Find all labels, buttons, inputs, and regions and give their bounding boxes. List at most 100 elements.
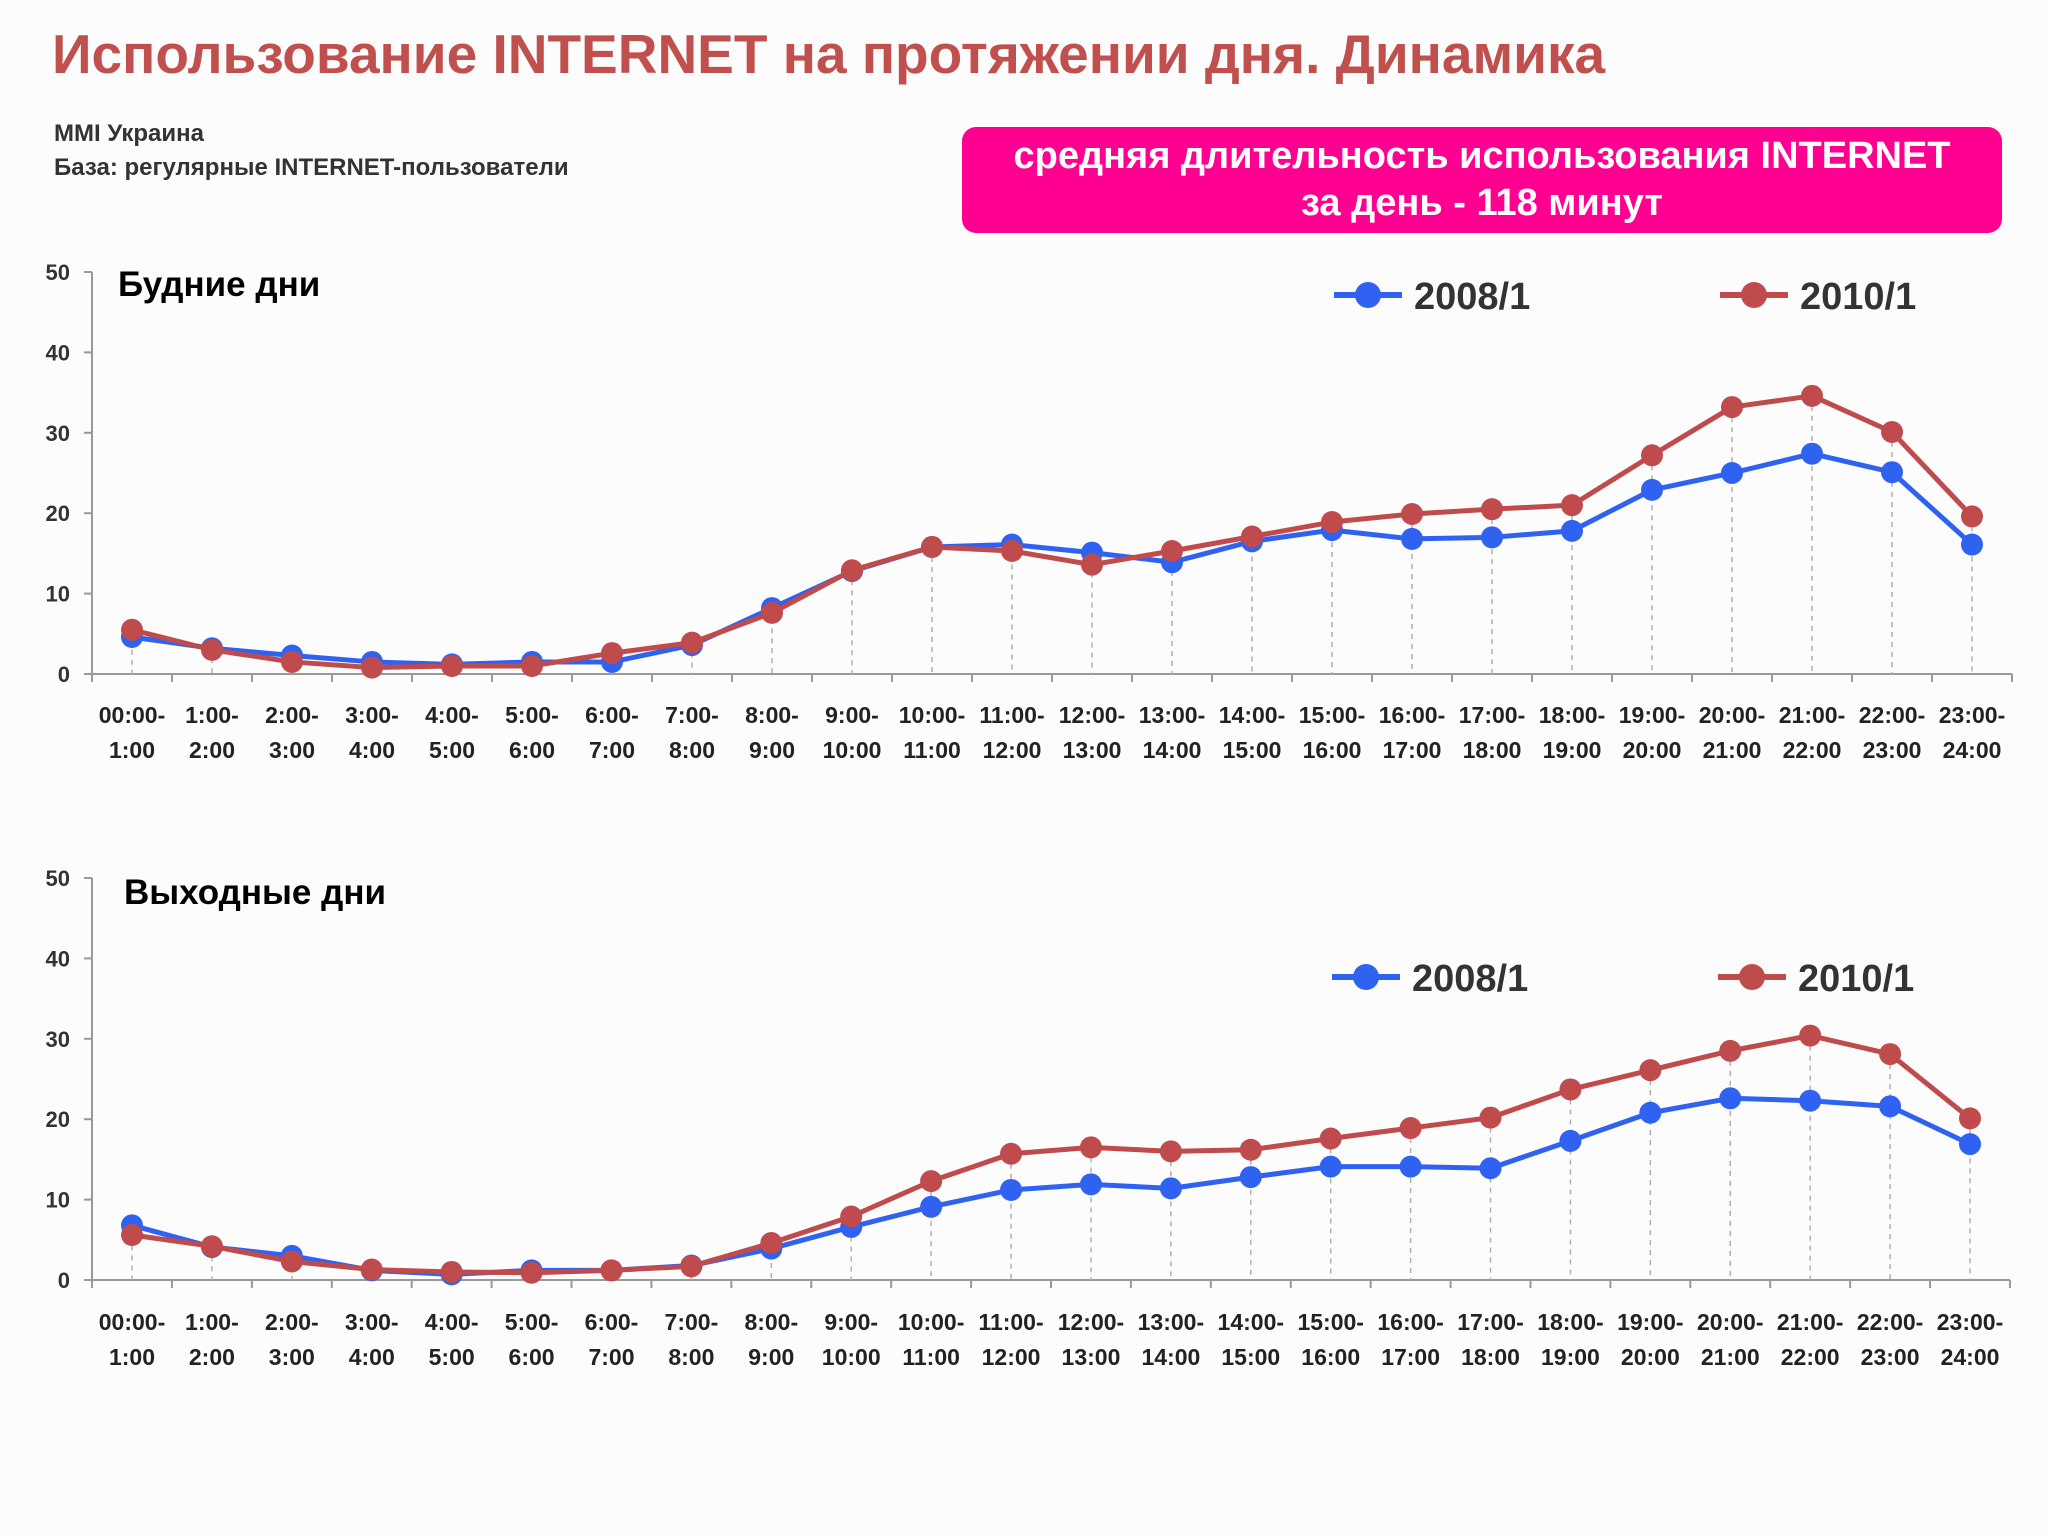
x-tick-label: 13:00 — [1063, 737, 1122, 763]
x-tick-label: 15:00- — [1297, 1309, 1363, 1335]
data-point — [1559, 1129, 1582, 1152]
x-tick-label: 3:00- — [345, 1309, 399, 1335]
x-tick-label: 16:00 — [1303, 737, 1362, 763]
x-tick-label: 19:00- — [1617, 1309, 1683, 1335]
x-tick-label: 4:00- — [425, 702, 479, 728]
x-tick-label: 10:00 — [823, 737, 882, 763]
legend-label: 2010/1 — [1798, 958, 1914, 1000]
legend-marker — [1741, 282, 1767, 308]
x-tick-label: 2:00 — [189, 737, 235, 763]
y-tick-label: 20 — [46, 501, 70, 526]
data-point — [600, 1259, 623, 1282]
data-point — [1801, 442, 1823, 465]
x-tick-label: 7:00 — [589, 737, 635, 763]
data-point — [921, 535, 943, 558]
x-tick-label: 23:00 — [1863, 737, 1922, 763]
data-point — [761, 601, 783, 624]
y-tick-label: 10 — [46, 1188, 70, 1213]
x-tick-label: 5:00- — [505, 1309, 559, 1335]
y-tick-label: 50 — [46, 260, 70, 285]
x-tick-label: 6:00 — [509, 737, 555, 763]
x-tick-label: 14:00 — [1143, 737, 1202, 763]
data-point — [1000, 1142, 1023, 1165]
data-point — [1239, 1138, 1262, 1161]
base-label: База: регулярные INTERNET-пользователи — [54, 154, 569, 181]
data-point — [1801, 384, 1823, 407]
data-point — [760, 1232, 783, 1255]
legend-marker — [1353, 964, 1379, 990]
x-tick-label: 4:00- — [425, 1309, 479, 1335]
data-point — [1639, 1059, 1662, 1082]
series-line-2008-1 — [131, 1095, 1972, 1277]
x-tick-label: 6:00 — [509, 1344, 555, 1370]
x-tick-label: 12:00 — [982, 1344, 1041, 1370]
data-point — [1959, 1107, 1981, 1130]
data-point — [1799, 1024, 1822, 1047]
data-point — [1881, 461, 1903, 484]
data-point — [1719, 1087, 1742, 1110]
data-point — [1479, 1157, 1502, 1180]
x-tick-label: 16:00- — [1377, 1309, 1443, 1335]
legend-label: 2008/1 — [1414, 276, 1530, 318]
y-tick-label: 10 — [46, 582, 70, 607]
source-label: MMI Украина — [54, 120, 204, 147]
data-point — [1000, 1178, 1023, 1201]
x-tick-label: 18:00- — [1539, 702, 1605, 728]
data-point — [1799, 1089, 1822, 1112]
x-tick-label: 13:00 — [1062, 1344, 1121, 1370]
data-point — [841, 559, 863, 582]
data-point — [1879, 1043, 1902, 1066]
x-tick-label: 18:00- — [1537, 1309, 1603, 1335]
x-tick-label: 9:00- — [825, 702, 879, 728]
x-tick-label: 11:00- — [979, 702, 1044, 728]
x-tick-label: 22:00- — [1859, 702, 1925, 728]
data-point — [1721, 396, 1743, 419]
data-point — [1959, 1133, 1981, 1156]
data-point — [1479, 1106, 1502, 1129]
x-tick-label: 12:00 — [983, 737, 1042, 763]
x-tick-label: 13:00- — [1139, 702, 1205, 728]
y-tick-label: 20 — [46, 1107, 70, 1132]
x-tick-label: 10:00- — [898, 1309, 964, 1335]
x-tick-label: 15:00- — [1299, 702, 1365, 728]
x-tick-label: 13:00- — [1138, 1309, 1204, 1335]
data-point — [1641, 444, 1663, 467]
data-point — [1079, 1136, 1102, 1159]
x-tick-label: 19:00 — [1541, 1344, 1600, 1370]
y-tick-label: 40 — [46, 946, 70, 971]
data-point — [1399, 1117, 1422, 1140]
x-tick-label: 18:00 — [1461, 1344, 1520, 1370]
data-point — [1879, 1095, 1902, 1118]
data-point — [1319, 1155, 1342, 1178]
data-point — [440, 1260, 463, 1283]
x-tick-label: 5:00- — [505, 702, 559, 728]
data-point — [121, 618, 143, 641]
data-point — [1481, 498, 1503, 521]
chart-title: Выходные дни — [124, 873, 386, 912]
data-point — [1399, 1155, 1422, 1178]
x-tick-label: 17:00- — [1457, 1309, 1523, 1335]
x-tick-label: 14:00- — [1218, 1309, 1284, 1335]
x-tick-label: 15:00 — [1221, 1344, 1280, 1370]
x-tick-label: 12:00- — [1058, 1309, 1124, 1335]
x-tick-label: 5:00 — [429, 1344, 475, 1370]
y-tick-label: 40 — [46, 340, 70, 365]
x-tick-label: 7:00 — [588, 1344, 634, 1370]
x-tick-label: 22:00 — [1783, 737, 1842, 763]
x-tick-label: 21:00 — [1703, 737, 1762, 763]
x-tick-label: 00:00- — [99, 702, 165, 728]
chart-title: Будние дни — [118, 265, 320, 304]
data-point — [121, 1223, 143, 1246]
data-point — [1561, 494, 1583, 517]
x-tick-label: 11:00 — [903, 737, 961, 763]
x-tick-label: 20:00 — [1621, 1344, 1680, 1370]
data-point — [1241, 525, 1263, 548]
data-point — [1401, 503, 1423, 526]
data-point — [1401, 527, 1423, 550]
x-tick-label: 1:00- — [185, 702, 239, 728]
x-tick-label: 15:00 — [1223, 737, 1282, 763]
data-point — [601, 642, 623, 665]
x-tick-label: 17:00- — [1459, 702, 1525, 728]
data-point — [361, 656, 383, 679]
